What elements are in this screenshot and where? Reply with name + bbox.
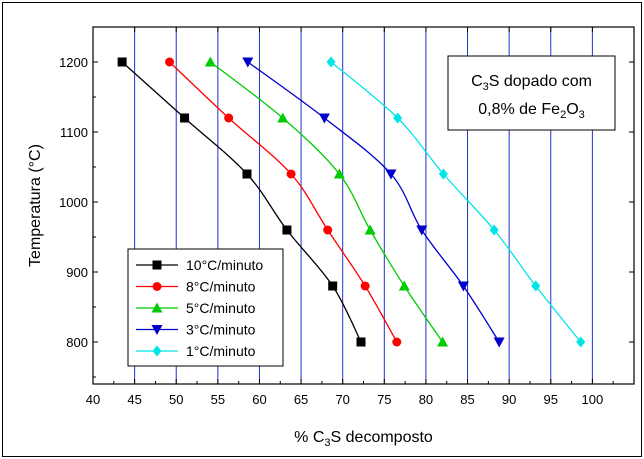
x-tick-label: 70 (335, 392, 349, 407)
legend-label: 3°C/minuto (186, 322, 256, 338)
data-point (328, 281, 338, 291)
data-point (242, 57, 254, 68)
data-point (489, 224, 499, 236)
data-point (326, 56, 336, 68)
y-axis-label: Temperatura (°C) (27, 144, 44, 267)
annotation-box (447, 55, 616, 131)
x-tick-label: 90 (502, 392, 516, 407)
y-tick-label: 1100 (60, 125, 88, 140)
data-point (117, 57, 127, 67)
x-tick-label: 55 (211, 392, 225, 407)
x-tick-label: 85 (460, 392, 474, 407)
annotation-line-2: 0,8% de Fe2O3 (478, 101, 585, 121)
legend-swatch-marker (152, 260, 162, 270)
data-point (457, 281, 469, 292)
data-point (416, 225, 428, 236)
data-point (242, 169, 252, 179)
data-point (333, 168, 345, 179)
legend-swatch-marker (151, 325, 163, 335)
legend-swatch-marker (151, 302, 163, 313)
y-tick-label: 800 (66, 335, 88, 350)
series-line (330, 61, 582, 343)
data-point (318, 113, 330, 124)
data-point (165, 57, 175, 67)
x-tick-label: 95 (544, 392, 558, 407)
x-tick-label: 75 (377, 392, 391, 407)
x-tick-label: 45 (127, 392, 141, 407)
data-point (180, 113, 190, 123)
data-point (393, 112, 403, 124)
data-point (392, 337, 402, 347)
legend-label: 10°C/minuto (186, 257, 263, 273)
x-tick-label: 50 (169, 392, 183, 407)
x-tick-label: 40 (86, 392, 100, 407)
data-point (438, 168, 448, 180)
legend-label: 5°C/minuto (186, 300, 256, 316)
legend-label: 1°C/minuto (186, 343, 256, 359)
data-point (576, 336, 586, 348)
data-point (360, 281, 370, 291)
data-point (398, 280, 410, 291)
data-point (437, 336, 449, 347)
data-point (385, 169, 397, 180)
data-point (356, 337, 366, 347)
x-tick-label: 80 (419, 392, 433, 407)
data-point (277, 112, 289, 123)
data-point (286, 169, 296, 179)
data-point (323, 225, 333, 235)
legend-label: 8°C/minuto (186, 279, 256, 295)
y-tick-label: 1200 (59, 55, 88, 70)
series-line (247, 61, 500, 343)
x-tick-label: 100 (582, 392, 604, 407)
data-point (493, 337, 505, 348)
data-point (204, 56, 216, 67)
y-tick-label: 1000 (59, 195, 88, 210)
x-axis-label: % C3S decomposto (294, 429, 433, 449)
data-point (364, 224, 376, 235)
data-point (224, 113, 234, 123)
legend-swatch-marker (152, 345, 162, 357)
x-tick-label: 60 (252, 392, 266, 407)
y-tick-label: 900 (66, 265, 88, 280)
x-tick-label: 65 (294, 392, 308, 407)
data-point (531, 280, 541, 292)
annotation-line-1: C3S dopado com (471, 73, 592, 93)
data-point (282, 225, 292, 235)
legend-swatch-marker (152, 282, 162, 291)
